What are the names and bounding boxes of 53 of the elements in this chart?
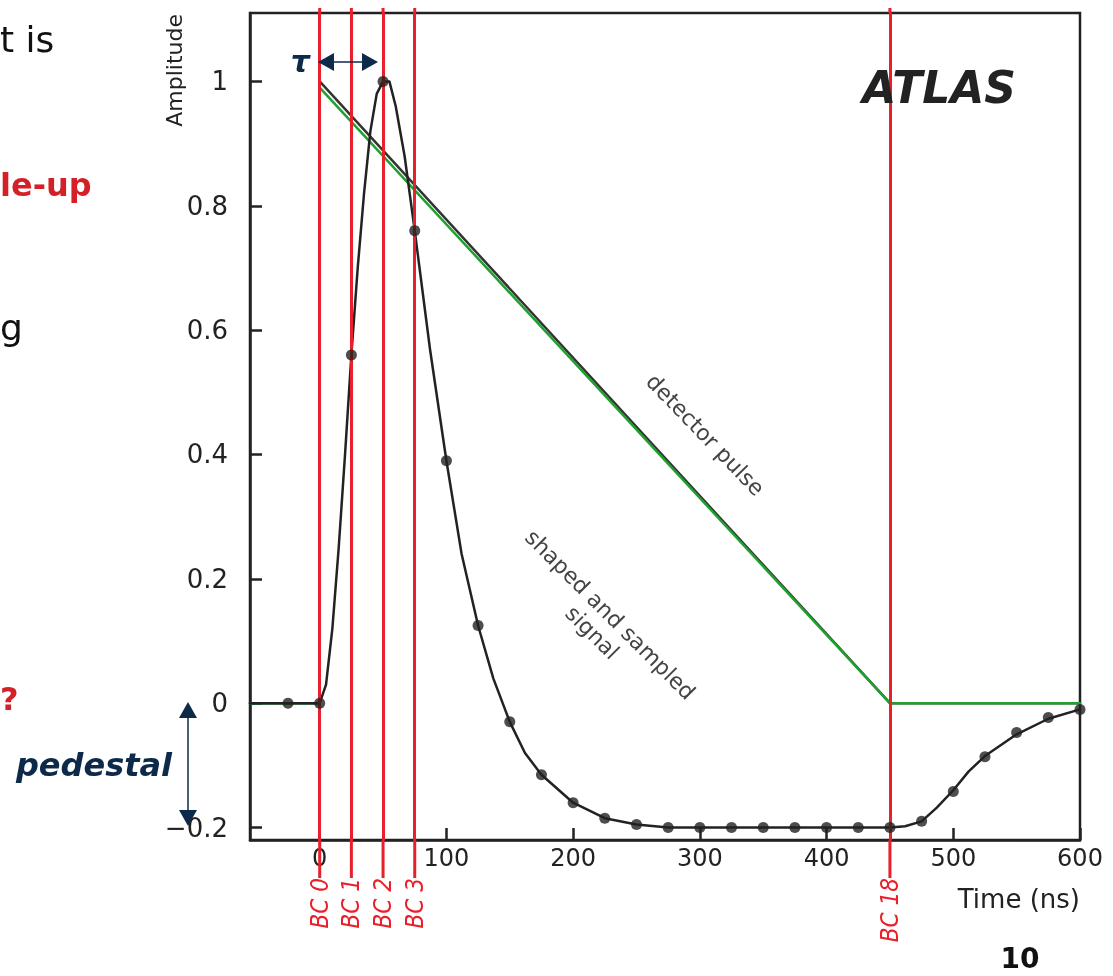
point xyxy=(1042,712,1054,723)
y-tick-label: 0.2 xyxy=(186,563,228,594)
point xyxy=(916,815,928,827)
point xyxy=(409,225,421,237)
point xyxy=(377,75,389,87)
y-tick-label: 0.8 xyxy=(186,190,228,221)
y-tick-label: 0.6 xyxy=(186,315,228,346)
point xyxy=(662,822,674,834)
text: 10 xyxy=(1000,942,1040,975)
x-tick-label: 400 xyxy=(803,844,850,872)
x-tick-label: 300 xyxy=(676,844,723,872)
point xyxy=(757,822,769,834)
ref-line-label: BC 2 xyxy=(369,878,398,929)
ref-line-label: BC 3 xyxy=(400,878,429,929)
point xyxy=(631,818,642,830)
x-tick-label: 600 xyxy=(1057,844,1103,872)
point xyxy=(282,697,294,709)
point xyxy=(567,797,579,809)
text: g xyxy=(0,307,23,348)
y-axis-title: Amplitude xyxy=(162,14,187,127)
point xyxy=(345,349,357,361)
x-axis-title: Time (ns) xyxy=(956,884,1080,914)
y-tick-label: 0 xyxy=(211,688,228,719)
point xyxy=(694,822,706,834)
point xyxy=(504,716,516,728)
point xyxy=(440,455,452,467)
point xyxy=(599,812,611,824)
y-tick-label: 1 xyxy=(211,66,228,97)
y-tick-label: −0.2 xyxy=(164,812,228,843)
point xyxy=(1011,726,1023,738)
x-tick-label: 200 xyxy=(550,844,597,872)
text: le-up xyxy=(0,166,92,204)
point xyxy=(852,822,864,834)
y-tick-label: 0.4 xyxy=(186,439,228,470)
text: ? xyxy=(0,680,19,718)
point xyxy=(884,822,896,834)
text: pedestal xyxy=(14,746,174,784)
point xyxy=(979,751,991,763)
point xyxy=(314,697,326,709)
ref-line-label: BC 1 xyxy=(337,878,366,929)
point xyxy=(472,619,484,631)
ref-line-label: BC 0 xyxy=(305,878,334,929)
x-tick-label: 100 xyxy=(423,844,470,872)
point xyxy=(789,822,801,834)
text: t is xyxy=(0,19,55,60)
point xyxy=(947,786,959,797)
point xyxy=(535,769,547,781)
point xyxy=(1074,703,1086,715)
point xyxy=(726,822,738,834)
annotation: τ xyxy=(290,44,312,79)
point xyxy=(821,822,833,834)
ref-line-label: BC 18 xyxy=(875,878,904,943)
x-tick-label: 500 xyxy=(930,844,977,872)
